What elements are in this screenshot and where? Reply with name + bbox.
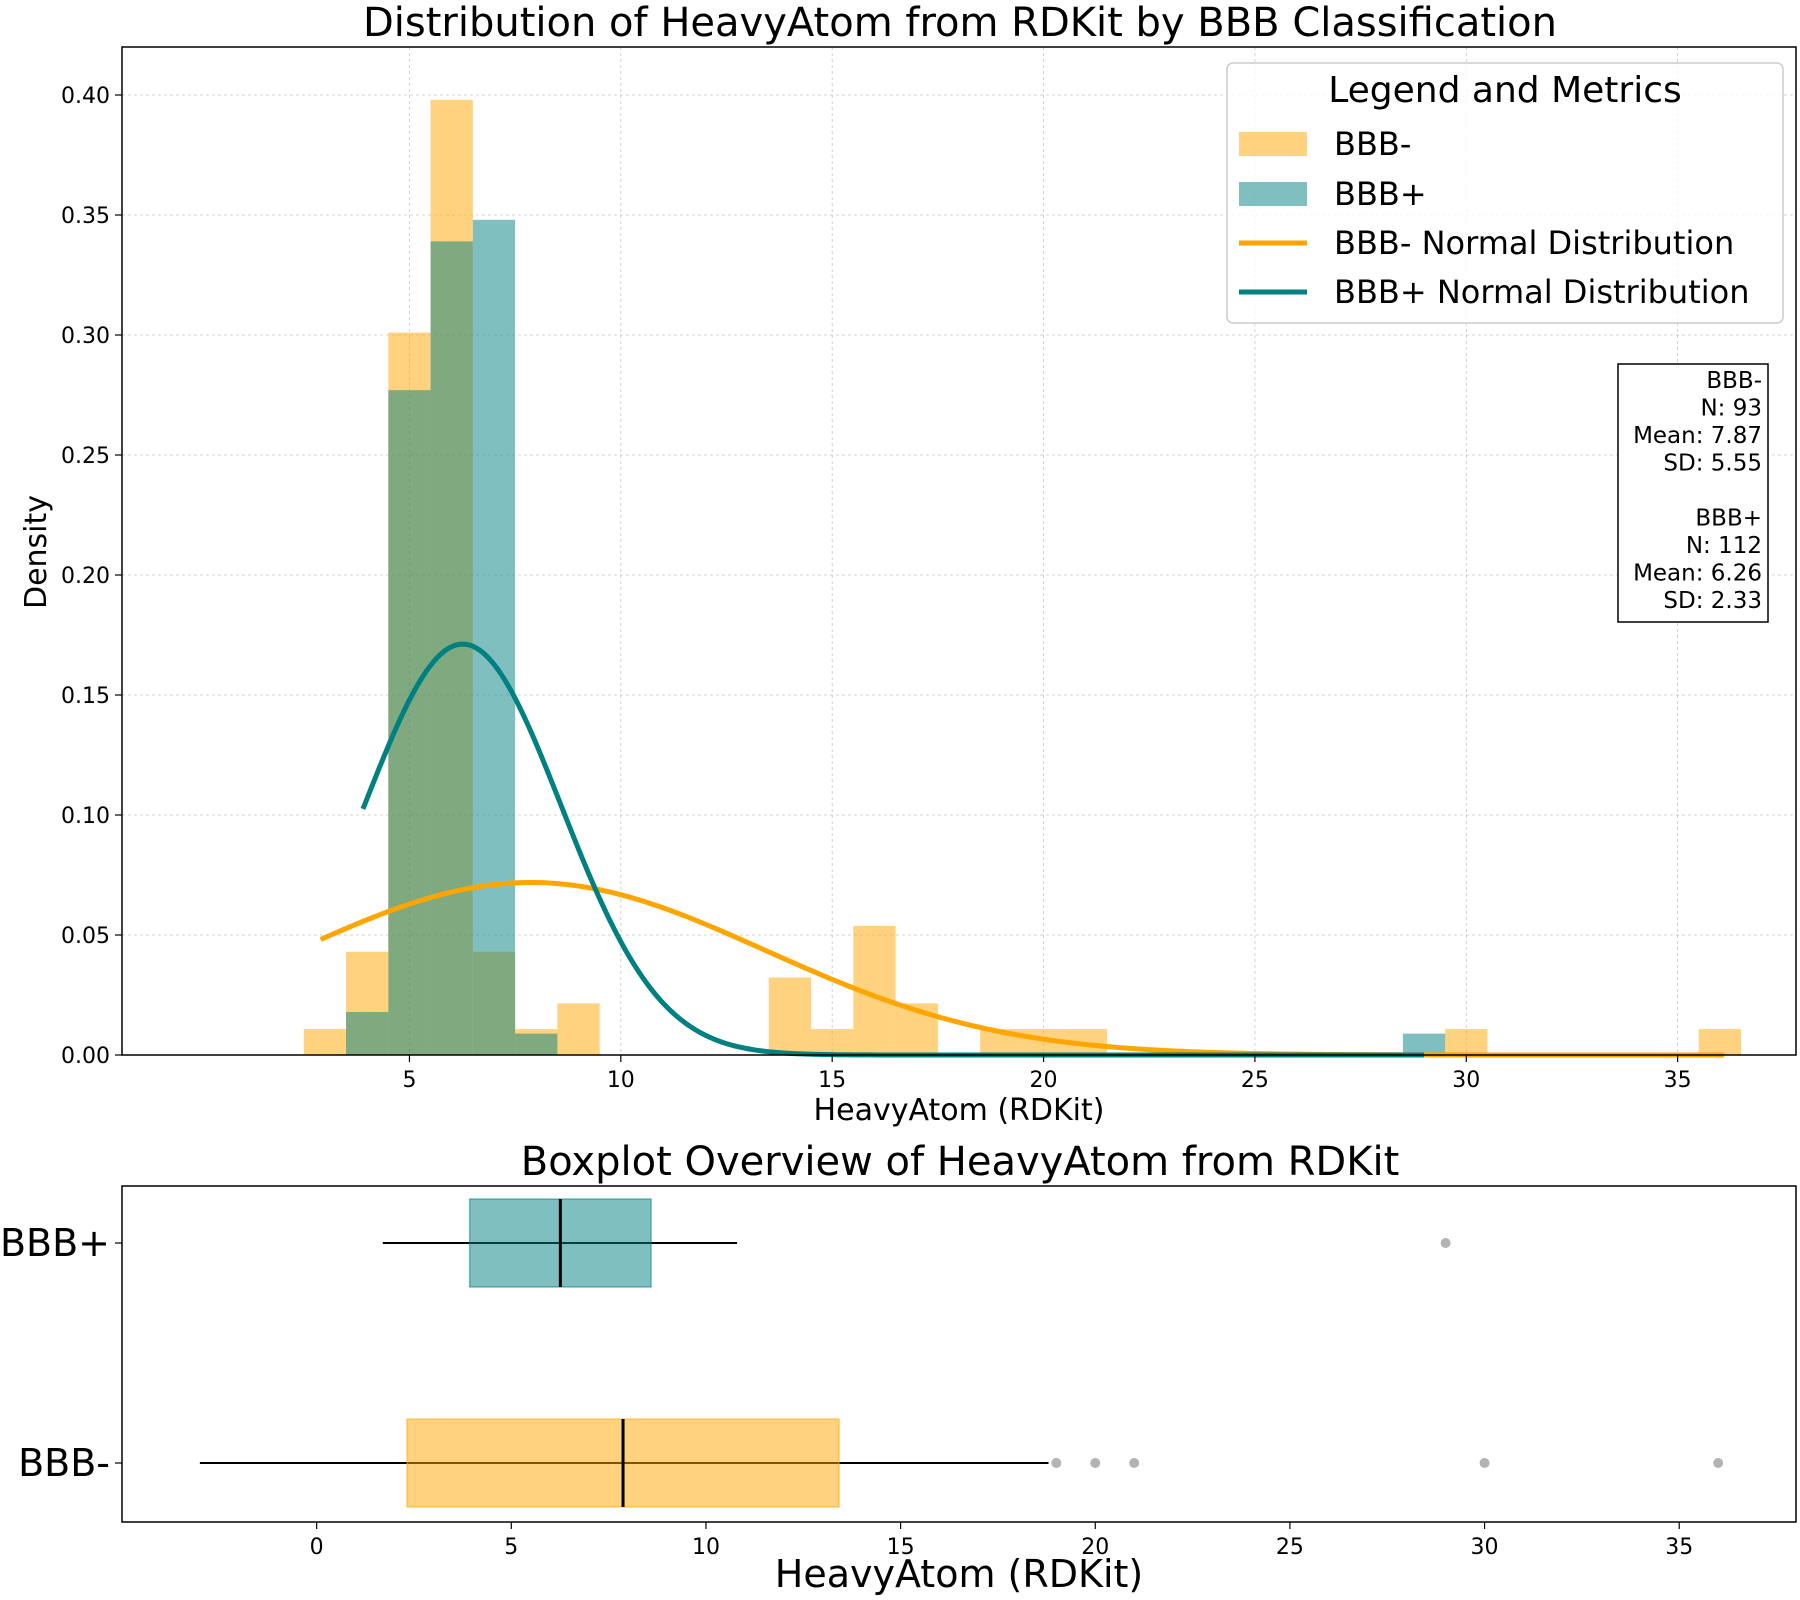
x-tick-label: 5 <box>504 1535 518 1560</box>
legend-swatch-bbb-minus <box>1239 132 1307 156</box>
hist-bar-bbb-plus <box>515 1033 558 1055</box>
metrics-line: BBB+ <box>1695 506 1762 532</box>
x-tick-label: 5 <box>402 1068 416 1093</box>
histogram-x-label: HeavyAtom (RDKit) <box>814 1093 1105 1128</box>
legend-label-bbb-plus-normal: BBB+ Normal Distribution <box>1334 273 1749 311</box>
outlier-bbb-minus <box>1129 1458 1140 1468</box>
histogram-y-label: Density <box>19 495 54 609</box>
y-tick-label: 0.40 <box>61 84 110 109</box>
normal-curves <box>319 641 1725 1058</box>
metrics-line: BBB- <box>1706 368 1762 394</box>
boxplot-title: Boxplot Overview of HeavyAtom from RDKit <box>521 1139 1400 1185</box>
outlier-bbb-minus <box>1713 1458 1724 1468</box>
x-tick-label: 0 <box>310 1535 324 1560</box>
histogram-title: Distribution of HeavyAtom from RDKit by … <box>363 0 1557 46</box>
boxplot-y-ticks: BBB+ BBB- <box>0 1221 122 1485</box>
y-category-label: BBB- <box>18 1441 110 1485</box>
legend-label-bbb-minus-normal: BBB- Normal Distribution <box>1334 224 1734 262</box>
hist-bar-bbb-minus <box>768 977 812 1055</box>
hist-bar-bbb-minus <box>1445 1029 1488 1055</box>
metrics-line: Mean: 6.26 <box>1633 561 1762 587</box>
y-tick-label: 0.00 <box>61 1044 110 1069</box>
x-tick-label: 10 <box>692 1535 720 1560</box>
outlier-bbb-minus <box>1479 1458 1490 1468</box>
histogram-y-ticks: 0.00 0.05 0.10 0.15 0.20 0.25 0.30 0.35 0.40 <box>61 84 122 1069</box>
boxplot-panel: Boxplot Overview of HeavyAtom from RDKit… <box>0 1139 1797 1596</box>
hist-bar-bbb-minus <box>557 1003 600 1055</box>
boxplot-boxes <box>199 1198 1724 1508</box>
hist-bar-bbb-plus <box>346 1012 389 1055</box>
legend-frame <box>1226 62 1784 324</box>
x-tick-label: 15 <box>818 1068 846 1093</box>
hist-bar-bbb-plus <box>472 219 516 1056</box>
x-tick-label: 30 <box>1471 1535 1499 1560</box>
x-tick-label: 15 <box>887 1535 915 1560</box>
y-category-label: BBB+ <box>0 1221 110 1265</box>
y-tick-label: 0.05 <box>61 924 110 949</box>
x-tick-label: 35 <box>1665 1535 1693 1560</box>
x-tick-label: 25 <box>1276 1535 1304 1560</box>
hist-bar-bbb-minus <box>1698 1029 1742 1055</box>
legend: Legend and Metrics BBB- BBB+ BBB- Normal… <box>1226 62 1784 324</box>
hist-bar-bbb-minus <box>303 1029 347 1055</box>
metrics-line: SD: 5.55 <box>1663 451 1762 477</box>
outlier-bbb-minus <box>1051 1458 1062 1468</box>
legend-label-bbb-minus: BBB- <box>1334 125 1411 163</box>
hist-bar-bbb-minus <box>811 1029 854 1055</box>
x-tick-label: 20 <box>1030 1068 1058 1093</box>
y-tick-label: 0.15 <box>61 684 110 709</box>
y-tick-label: 0.30 <box>61 324 110 349</box>
outlier-bbb-minus <box>1090 1458 1101 1468</box>
boxplot-x-label: HeavyAtom (RDKit) <box>775 1552 1143 1596</box>
legend-swatch-bbb-plus <box>1239 182 1307 206</box>
boxplot-x-ticks: 0 5 10 15 20 25 30 35 <box>310 1522 1693 1560</box>
legend-title: Legend and Metrics <box>1328 70 1682 111</box>
metrics-line: N: 93 <box>1700 396 1762 422</box>
hist-bar-bbb-plus <box>1402 1033 1446 1055</box>
histogram-panel: Distribution of HeavyAtom from RDKit by … <box>19 0 1797 1128</box>
metrics-line: SD: 2.33 <box>1663 588 1762 614</box>
x-tick-label: 25 <box>1241 1068 1269 1093</box>
y-tick-label: 0.10 <box>61 804 110 829</box>
boxplot-plot-frame <box>121 1185 1797 1523</box>
histogram-bars <box>303 99 1742 1056</box>
x-tick-label: 10 <box>607 1068 635 1093</box>
metrics-box-frame <box>1617 363 1769 623</box>
y-tick-label: 0.35 <box>61 204 110 229</box>
metrics-line: Mean: 7.87 <box>1633 423 1762 449</box>
histogram-plot-frame <box>121 46 1797 1056</box>
histogram-x-ticks: 5 10 15 20 25 30 35 <box>402 1055 1692 1093</box>
hist-bar-bbb-plus <box>388 390 431 1055</box>
legend-label-bbb-plus: BBB+ <box>1334 175 1427 213</box>
outlier-bbb-plus <box>1440 1238 1451 1248</box>
x-tick-label: 20 <box>1081 1535 1109 1560</box>
x-tick-label: 30 <box>1452 1068 1480 1093</box>
x-tick-label: 35 <box>1664 1068 1692 1093</box>
y-tick-label: 0.20 <box>61 564 110 589</box>
y-tick-label: 0.25 <box>61 444 110 469</box>
metrics-line: N: 112 <box>1686 533 1762 559</box>
